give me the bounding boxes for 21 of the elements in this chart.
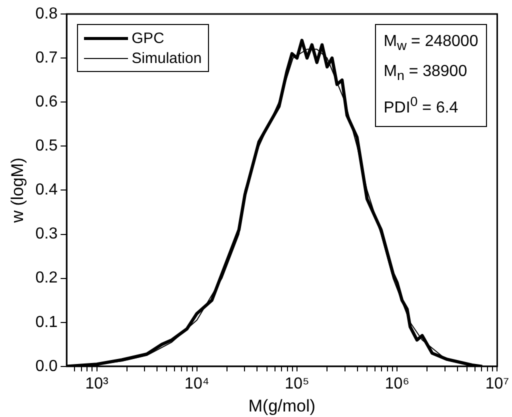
y-tick-label: 0.7	[35, 49, 58, 66]
x-tick-label: 10⁴	[184, 375, 210, 392]
x-tick-label: 10⁷	[485, 375, 510, 392]
legend-label: GPC	[132, 30, 164, 46]
y-tick-label: 0.6	[35, 94, 58, 111]
x-axis-title: M(g/mol)	[248, 396, 316, 416]
annotation: PDI$^{0}$ = 6.4	[384, 93, 460, 119]
y-tick-label: 0.3	[35, 226, 58, 243]
y-tick-label: 0.2	[35, 270, 58, 287]
y-tick-label: 0.4	[35, 182, 58, 199]
y-tick-label: 0.1	[35, 314, 58, 331]
x-tick-label: 10⁵	[284, 375, 310, 392]
x-tick-label: 10⁶	[384, 375, 410, 392]
y-axis-title: w (logM)	[8, 158, 27, 224]
x-tick-label: 10³	[85, 375, 110, 392]
annotation: M$_{w}$ = 248000	[384, 32, 478, 56]
y-tick-label: 0.0	[35, 358, 58, 375]
legend-label: Simulation	[132, 50, 202, 66]
y-tick-label: 0.5	[35, 138, 58, 155]
annotation: M$_{n}$ = 38900	[384, 62, 468, 86]
y-tick-label: 0.8	[35, 5, 58, 22]
